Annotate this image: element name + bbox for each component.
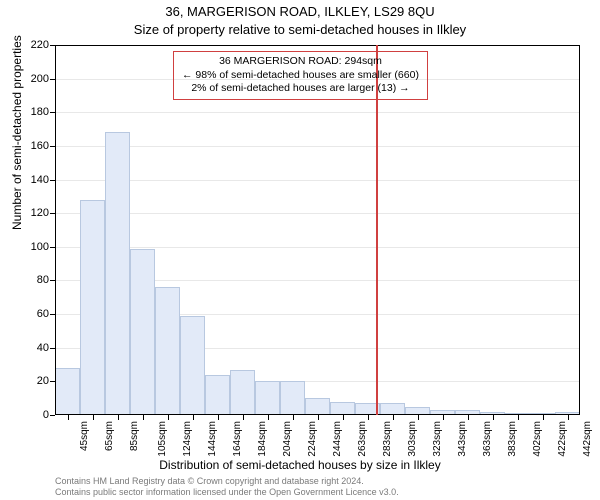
y-tick-label: 180	[31, 106, 49, 118]
chart-title-address: 36, MARGERISON ROAD, ILKLEY, LS29 8QU	[0, 4, 600, 19]
x-tick-label: 442sqm	[581, 421, 592, 457]
x-tick-label: 343sqm	[456, 421, 467, 457]
y-tick-label: 20	[37, 375, 49, 387]
x-tick-mark	[93, 415, 94, 420]
x-tick-label: 45sqm	[79, 421, 90, 451]
chart-container: 36, MARGERISON ROAD, ILKLEY, LS29 8QU Si…	[0, 0, 600, 500]
x-tick-label: 402sqm	[531, 421, 542, 457]
y-tick-label: 0	[43, 409, 49, 421]
x-tick-label: 383sqm	[506, 421, 517, 457]
x-tick-mark	[293, 415, 294, 420]
x-tick-mark	[318, 415, 319, 420]
x-tick-label: 65sqm	[104, 421, 115, 451]
x-tick-mark	[543, 415, 544, 420]
y-tick-label: 60	[37, 308, 49, 320]
x-tick-mark	[193, 415, 194, 420]
x-tick-mark	[418, 415, 419, 420]
x-tick-label: 303sqm	[406, 421, 417, 457]
x-tick-mark	[118, 415, 119, 420]
y-tick-label: 220	[31, 39, 49, 51]
x-tick-mark	[368, 415, 369, 420]
x-tick-mark	[68, 415, 69, 420]
footer-line1: Contains HM Land Registry data © Crown c…	[55, 476, 580, 487]
y-tick-label: 160	[31, 140, 49, 152]
plot-border	[55, 45, 580, 415]
x-tick-mark	[518, 415, 519, 420]
x-tick-label: 204sqm	[281, 421, 292, 457]
x-tick-label: 164sqm	[231, 421, 242, 457]
footer-line2: Contains public sector information licen…	[55, 487, 580, 498]
annotation-line: 2% of semi-detached houses are larger (1…	[182, 82, 419, 96]
x-tick-mark	[568, 415, 569, 420]
x-tick-label: 422sqm	[556, 421, 567, 457]
y-tick-label: 100	[31, 241, 49, 253]
y-tick-label: 140	[31, 174, 49, 186]
x-tick-label: 105sqm	[156, 421, 167, 457]
x-tick-label: 144sqm	[206, 421, 217, 457]
x-tick-mark	[168, 415, 169, 420]
annotation-line: ← 98% of semi-detached houses are smalle…	[182, 69, 419, 83]
annotation-line: 36 MARGERISON ROAD: 294sqm	[182, 55, 419, 69]
y-tick-label: 200	[31, 73, 49, 85]
x-tick-mark	[493, 415, 494, 420]
x-tick-mark	[393, 415, 394, 420]
x-tick-mark	[443, 415, 444, 420]
x-tick-mark	[343, 415, 344, 420]
property-marker-line	[376, 45, 378, 415]
plot-area: 02040608010012014016018020022045sqm65sqm…	[55, 45, 580, 415]
x-tick-label: 224sqm	[306, 421, 317, 457]
chart-subtitle: Size of property relative to semi-detach…	[0, 22, 600, 37]
x-tick-mark	[243, 415, 244, 420]
x-tick-mark	[468, 415, 469, 420]
x-tick-label: 283sqm	[381, 421, 392, 457]
footer-attribution: Contains HM Land Registry data © Crown c…	[55, 476, 580, 498]
x-tick-label: 263sqm	[356, 421, 367, 457]
x-tick-label: 124sqm	[181, 421, 192, 457]
x-tick-mark	[268, 415, 269, 420]
x-axis-label: Distribution of semi-detached houses by …	[0, 458, 600, 472]
y-axis-label: Number of semi-detached properties	[10, 35, 24, 230]
y-tick-label: 120	[31, 207, 49, 219]
y-tick-mark	[50, 415, 55, 416]
x-tick-mark	[143, 415, 144, 420]
x-tick-label: 85sqm	[129, 421, 140, 451]
y-tick-label: 40	[37, 342, 49, 354]
annotation-box: 36 MARGERISON ROAD: 294sqm← 98% of semi-…	[173, 51, 428, 100]
x-tick-label: 184sqm	[256, 421, 267, 457]
x-tick-label: 244sqm	[331, 421, 342, 457]
x-tick-label: 363sqm	[481, 421, 492, 457]
y-tick-label: 80	[37, 274, 49, 286]
x-tick-mark	[218, 415, 219, 420]
x-tick-label: 323sqm	[431, 421, 442, 457]
